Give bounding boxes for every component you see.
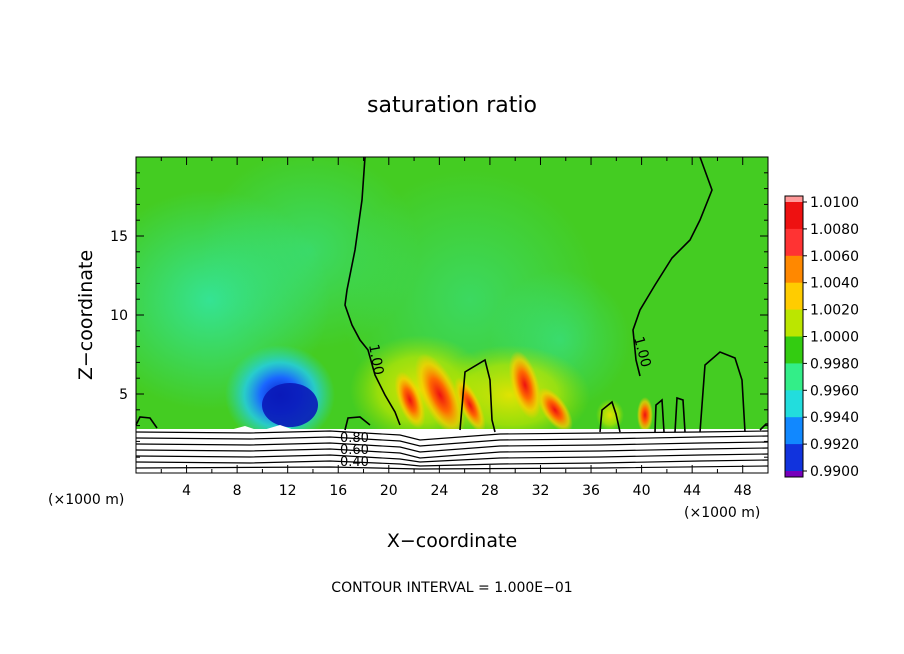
contour-label-right: 1.00 bbox=[630, 335, 654, 369]
y-tick-label: 5 bbox=[119, 387, 128, 403]
x-tick-label: 28 bbox=[481, 483, 499, 499]
colorbar-swatch bbox=[785, 471, 803, 477]
contour-lines bbox=[135, 156, 768, 433]
colorbar-label: 1.0080 bbox=[810, 222, 859, 238]
colorbar: 1.0100 1.0080 1.0060 1.0040 1.0020 1.0000 0.99… bbox=[784, 195, 859, 480]
colorbar-swatch bbox=[785, 196, 803, 202]
saturation-field bbox=[136, 157, 768, 473]
x-tick-label: 48 bbox=[734, 483, 752, 499]
x-tick-label: 12 bbox=[279, 483, 297, 499]
contour-label-0.40: 0.40 bbox=[340, 455, 369, 470]
contour-label-0.60: 0.60 bbox=[340, 443, 369, 458]
x-unit-left: (×1000 m) bbox=[48, 492, 124, 508]
x-tick-label: 8 bbox=[233, 483, 242, 499]
colorbar-swatch bbox=[785, 228, 803, 257]
x-tick-label: 32 bbox=[532, 483, 550, 499]
colorbar-label: 0.9960 bbox=[810, 383, 859, 399]
colorbar-label: 1.0020 bbox=[810, 303, 859, 319]
colorbar-swatch bbox=[785, 282, 803, 311]
contour-label-0.80: 0.80 bbox=[340, 431, 369, 446]
contour-interval-note: CONTOUR INTERVAL = 1.000E−01 bbox=[331, 580, 572, 596]
colorbar-swatch bbox=[785, 417, 803, 445]
colorbar-label: 0.9940 bbox=[810, 410, 859, 426]
contour-labels: 1.00 1.00 0.80 0.60 0.40 bbox=[340, 335, 654, 470]
y-tick-label: 15 bbox=[110, 229, 128, 245]
x-tick-label: 44 bbox=[683, 483, 701, 499]
chart-title: saturation ratio bbox=[367, 93, 537, 118]
colorbar-label: 0.9980 bbox=[810, 356, 859, 372]
x-axis-label: X−coordinate bbox=[387, 530, 517, 552]
y-axis: 5 10 15 bbox=[110, 172, 768, 458]
colorbar-label: 0.9900 bbox=[810, 464, 859, 480]
contour-label-left: 1.00 bbox=[365, 343, 386, 376]
x-axis: 4 8 12 16 20 24 28 32 36 40 44 48 bbox=[160, 157, 752, 499]
colorbar-swatch bbox=[785, 390, 803, 418]
colorbar-label: 0.9920 bbox=[810, 437, 859, 453]
colorbar-swatch bbox=[785, 202, 803, 230]
colorbar-swatch bbox=[785, 255, 803, 284]
y-tick-label: 10 bbox=[110, 308, 128, 324]
colorbar-swatch bbox=[785, 309, 803, 337]
colorbar-label: 1.0040 bbox=[810, 276, 859, 292]
colorbar-label: 1.0000 bbox=[810, 330, 859, 346]
x-tick-label: 20 bbox=[380, 483, 398, 499]
colorbar-label: 1.0060 bbox=[810, 249, 859, 265]
colorbar-swatch bbox=[785, 444, 803, 472]
colorbar-swatch bbox=[785, 336, 803, 364]
x-tick-label: 16 bbox=[329, 483, 347, 499]
x-unit-right: (×1000 m) bbox=[684, 505, 760, 521]
x-tick-label: 4 bbox=[182, 483, 191, 499]
colorbar-label: 1.0100 bbox=[810, 195, 859, 211]
colorbar-swatch bbox=[785, 363, 803, 391]
y-axis-label: Z−coordinate bbox=[75, 250, 97, 380]
terrain-contours bbox=[136, 430, 768, 470]
x-tick-label: 36 bbox=[582, 483, 600, 499]
x-tick-label: 24 bbox=[430, 483, 448, 499]
x-tick-label: 40 bbox=[633, 483, 651, 499]
